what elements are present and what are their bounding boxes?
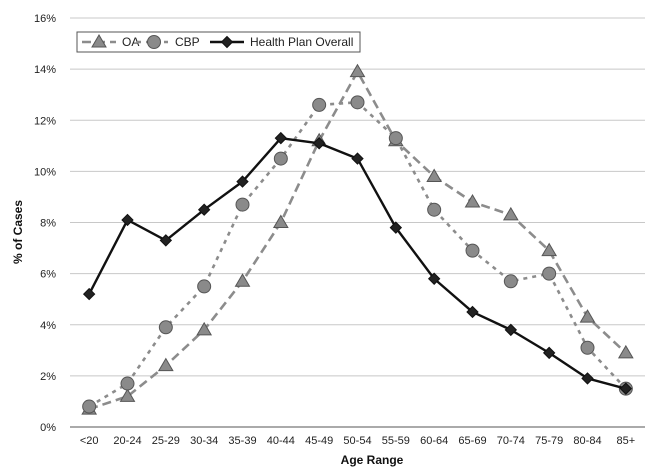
x-tick-label: 75-79 [535,435,563,447]
data-point-oa [272,214,289,228]
data-point-health-plan-overall [121,213,134,227]
data-point-cbp [350,95,365,110]
legend-item-cbp: CBP [137,35,200,49]
legend-item-oa: OA [82,34,139,49]
data-point-health-plan-overall [427,272,441,285]
y-tick-label: 16% [34,13,56,25]
data-point-oa [541,242,558,257]
data-point-oa [196,321,213,336]
x-tick-label: 30-34 [190,435,218,447]
y-tick-label: 14% [34,64,56,76]
y-tick-label: 6% [40,269,56,281]
x-tick-label: 65-69 [458,435,486,447]
series-line-oa [88,70,627,411]
legend-label: OA [122,35,139,49]
x-axis-ticks: <20 20-24 25-29 30-34 35-39 40-44 45-49 50-54 55… [80,435,635,447]
data-point-health-plan-overall [197,203,211,216]
data-point-health-plan-overall [159,234,173,247]
x-tick-label: 20-24 [113,435,141,447]
data-point-cbp [273,151,288,166]
data-point-health-plan-overall [504,323,518,337]
x-tick-label: 70-74 [497,435,525,447]
legend-marker [220,35,234,49]
legend-label: CBP [175,35,200,49]
x-tick-label: <20 [80,435,99,447]
x-tick-label: 25-29 [152,435,180,447]
data-point-health-plan-overall [542,346,556,360]
x-axis-title: Age Range [341,453,404,467]
data-point-cbp [388,131,403,146]
x-tick-label: 55-59 [382,435,410,447]
legend-marker [147,35,161,49]
data-point-health-plan-overall [236,175,249,188]
y-tick-label: 2% [40,371,56,383]
data-point-oa [349,63,366,78]
data-point-oa [502,206,519,221]
data-point-cbp [465,243,480,258]
data-point-health-plan-overall [351,152,364,165]
data-point-cbp [158,320,173,335]
data-point-health-plan-overall [466,305,479,319]
y-tick-label: 12% [34,115,56,127]
data-point-oa [464,194,481,208]
y-tick-label: 10% [34,166,56,178]
data-point-cbp [312,97,327,112]
data-point-cbp [503,274,518,289]
data-point-health-plan-overall [581,372,594,385]
y-tick-label: 4% [40,320,56,332]
legend-item-health-plan-overall: Health Plan Overall [210,35,353,49]
plot-area [81,63,634,415]
series-health-plan-overall [82,131,633,395]
y-tick-label: 0% [40,422,56,434]
data-point-cbp [235,197,250,212]
data-point-oa [234,273,251,287]
x-tick-label: 50-54 [343,435,371,447]
data-point-oa [157,357,174,372]
data-point-cbp [427,202,442,217]
data-point-oa [617,344,634,359]
x-tick-label: 35-39 [228,435,256,447]
data-point-health-plan-overall [82,287,96,301]
legend-label: Health Plan Overall [250,35,353,49]
data-point-oa [426,168,443,182]
y-axis-title: % of Cases [11,200,25,264]
x-tick-label: 80-84 [573,435,601,447]
data-point-health-plan-overall [619,382,633,395]
data-point-cbp [542,266,557,281]
gridlines [70,17,645,428]
x-tick-label: 40-44 [267,435,295,447]
x-tick-label: 45-49 [305,435,333,447]
legend: OA CBP Health Plan Overall [76,31,361,53]
y-axis-ticks: 0% 2% 4% 6% 8% 10% 12% 14% 16% [34,13,56,434]
series-cbp [82,95,633,414]
legend-marker [91,34,107,48]
data-point-health-plan-overall [274,131,288,145]
y-tick-label: 8% [40,218,56,230]
data-point-cbp [197,279,212,294]
data-point-oa [119,388,136,402]
data-point-cbp [120,376,135,391]
data-point-cbp [82,399,97,414]
data-point-oa [579,309,596,323]
data-point-health-plan-overall [389,221,403,234]
data-point-health-plan-overall [312,137,326,150]
data-point-cbp [580,340,595,355]
x-tick-label: 85+ [616,435,635,447]
x-tick-label: 60-64 [420,435,448,447]
